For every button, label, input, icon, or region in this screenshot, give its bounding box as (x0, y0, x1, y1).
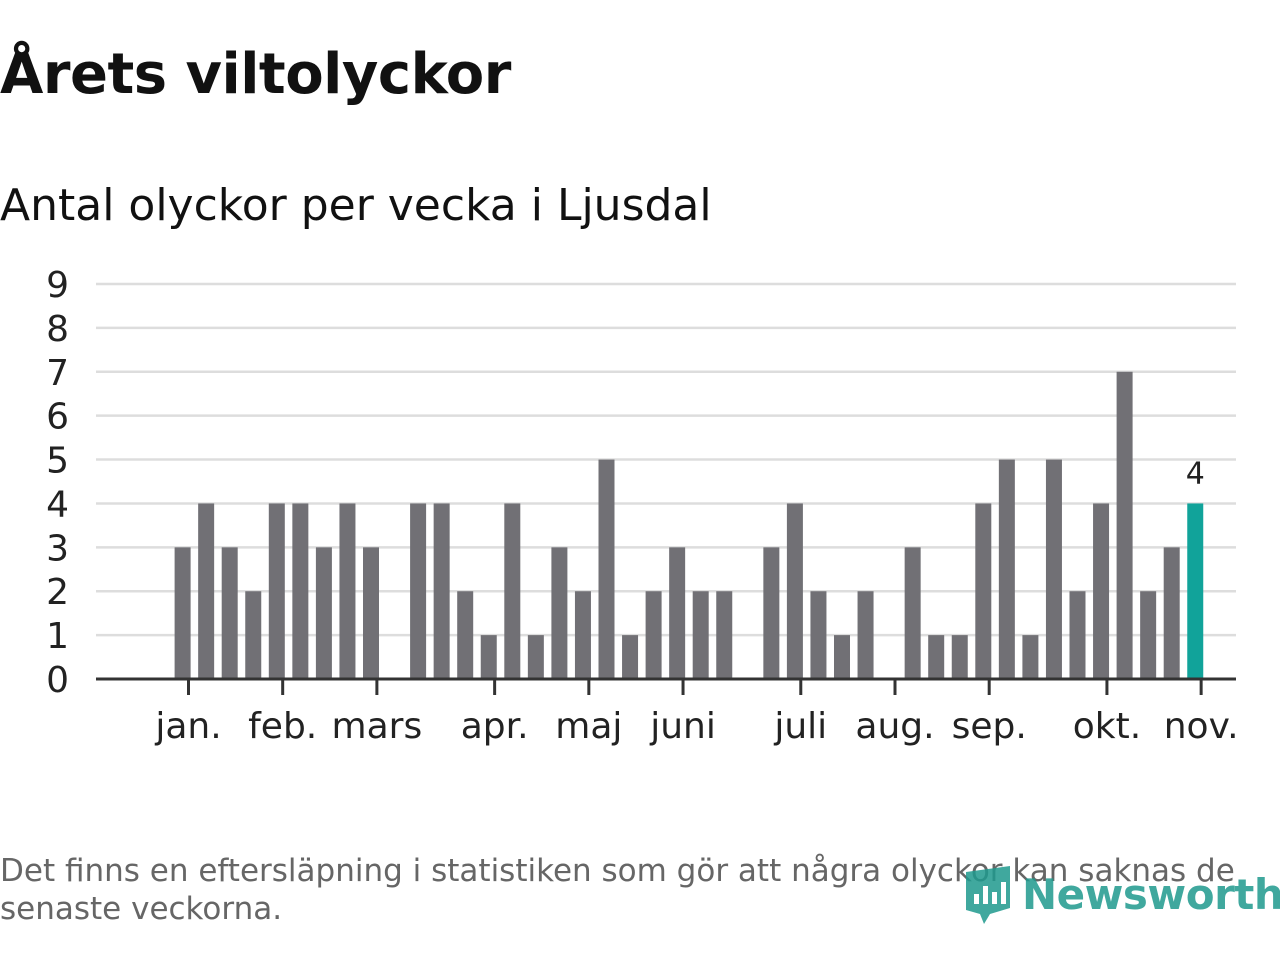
bar-week-45 (1163, 547, 1180, 679)
gridlines (96, 282, 1236, 637)
bar-week-6 (245, 591, 262, 679)
bar-week-46 (1187, 503, 1204, 679)
bar-week-9 (315, 547, 332, 679)
bar-week-18 (527, 635, 544, 679)
bar-week-4 (198, 503, 215, 679)
x-tick-label-mars: mars (332, 706, 423, 747)
bar-week-13 (410, 503, 427, 679)
y-tick-label-7: 7 (46, 353, 69, 394)
bar-week-37 (975, 503, 992, 679)
bar-week-17 (504, 503, 521, 679)
bar-week-26 (716, 591, 733, 679)
bar-week-21 (598, 459, 615, 679)
bar-week-44 (1140, 591, 1157, 679)
y-tick-label-3: 3 (46, 528, 69, 569)
bar-week-32 (857, 591, 874, 679)
x-tick-label-juni: juni (649, 706, 716, 747)
bar-week-39 (1022, 635, 1039, 679)
x-axis-month-ticks: jan. feb. mars apr. maj juni juli aug. sep. okt. n… (154, 679, 1239, 747)
bar-week-42 (1093, 503, 1110, 679)
newsworthy-brand: Newsworthy (962, 862, 1280, 926)
bar-week-7 (268, 503, 285, 679)
bar-week-35 (928, 635, 945, 679)
bar-week-41 (1069, 591, 1086, 679)
x-tick-label-maj: maj (555, 706, 622, 747)
bar-week-10 (339, 503, 356, 679)
bar-week-22 (622, 635, 639, 679)
x-tick-label-okt: okt. (1073, 706, 1141, 747)
bar-week-14 (433, 503, 450, 679)
highlight-data-label: 4 (1186, 456, 1205, 491)
bar-week-16 (480, 635, 497, 679)
y-tick-label-9: 9 (46, 265, 69, 306)
newsworthy-logo-icon (966, 866, 1010, 924)
bar-week-29 (786, 503, 803, 679)
bar-week-15 (457, 591, 474, 679)
x-tick-label-aug: aug. (855, 706, 934, 747)
x-tick-label-nov: nov. (1164, 706, 1239, 747)
x-tick-label-sep: sep. (952, 706, 1027, 747)
bar-week-11 (363, 547, 379, 679)
bar-week-28 (763, 547, 780, 679)
bar-week-31 (834, 635, 850, 679)
x-tick-label-juli: juli (773, 706, 827, 747)
y-tick-label-4: 4 (46, 484, 69, 525)
x-tick-label-feb: feb. (248, 706, 317, 747)
y-tick-label-8: 8 (46, 309, 69, 350)
bar-week-24 (669, 547, 686, 679)
y-tick-label-1: 1 (46, 616, 69, 657)
bar-week-19 (551, 547, 568, 679)
y-tick-label-0: 0 (46, 660, 69, 701)
y-tick-label-5: 5 (46, 441, 69, 482)
bar-week-38 (998, 459, 1015, 679)
bar-week-5 (221, 547, 238, 679)
footnote: Det finns en eftersläpning i statistiken… (0, 853, 1235, 927)
brand-name: Newsworthy (1022, 869, 1280, 919)
chart-title: Årets viltolyckor (0, 42, 511, 107)
data-labels: 4 (1186, 456, 1205, 491)
y-tick-label-2: 2 (46, 572, 69, 613)
x-tick-label-apr: apr. (461, 706, 529, 747)
bar-week-8 (292, 503, 309, 679)
bar-week-20 (574, 591, 591, 679)
bar-week-3 (174, 547, 191, 679)
x-tick-label-jan: jan. (154, 706, 221, 747)
bar-week-36 (951, 635, 968, 679)
bar-week-34 (904, 547, 921, 679)
bar-week-40 (1045, 459, 1062, 679)
bar-week-25 (692, 591, 709, 679)
bar-week-23 (645, 591, 662, 679)
chart-subtitle: Antal olyckor per vecka i Ljusdal (0, 180, 712, 231)
bar-week-43 (1116, 371, 1133, 679)
bars (174, 371, 1204, 679)
y-tick-label-6: 6 (46, 397, 69, 438)
bar-week-30 (810, 591, 827, 679)
